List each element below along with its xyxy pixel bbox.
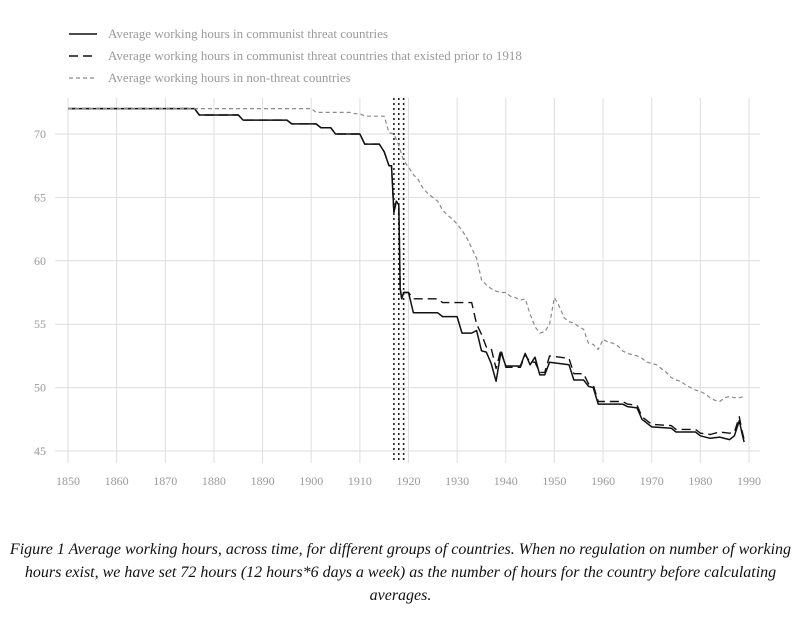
y-tick-label: 50 — [34, 381, 46, 395]
x-tick-label: 1930 — [445, 474, 469, 488]
y-tick-label: 60 — [34, 254, 46, 268]
x-tick-label: 1960 — [591, 474, 615, 488]
x-tick-label: 1860 — [105, 474, 129, 488]
x-tick-label: 1880 — [202, 474, 226, 488]
series-line-1 — [68, 107, 745, 443]
x-tick-label: 1990 — [737, 474, 761, 488]
series-line-3 — [68, 108, 745, 403]
series-line-2 — [68, 107, 745, 440]
reference-lines — [393, 98, 405, 463]
y-tick-label: 65 — [34, 190, 46, 204]
x-tick-label: 1900 — [299, 474, 323, 488]
x-tick-label: 1890 — [251, 474, 275, 488]
x-tick-label: 1940 — [494, 474, 518, 488]
series-group — [68, 107, 745, 443]
grid — [55, 98, 760, 463]
line-chart: 1850 1860 1870 1880 1890 1900 1910 1920 1930 1940… — [34, 26, 761, 488]
y-tick-label: 55 — [34, 317, 46, 331]
legend-label-3: Average working hours in non-threat coun… — [108, 70, 351, 85]
y-tick-label: 45 — [34, 444, 46, 458]
x-tick-label: 1910 — [348, 474, 372, 488]
legend: Average working hours in communist threa… — [69, 26, 522, 85]
x-tick-label: 1870 — [153, 474, 177, 488]
x-tick-label: 1920 — [397, 474, 421, 488]
x-tick-label: 1950 — [542, 474, 566, 488]
x-tick-label: 1970 — [640, 474, 664, 488]
axis-tick-labels: 1850 1860 1870 1880 1890 1900 1910 1920 1930 1940… — [34, 127, 761, 488]
legend-label-2: Average working hours in communist threa… — [108, 48, 522, 63]
figure-caption: Figure 1 Average working hours, across t… — [9, 541, 792, 604]
x-tick-label: 1980 — [688, 474, 712, 488]
y-tick-label: 70 — [34, 127, 46, 141]
x-tick-label: 1850 — [56, 474, 80, 488]
legend-label-1: Average working hours in communist threa… — [108, 26, 388, 41]
